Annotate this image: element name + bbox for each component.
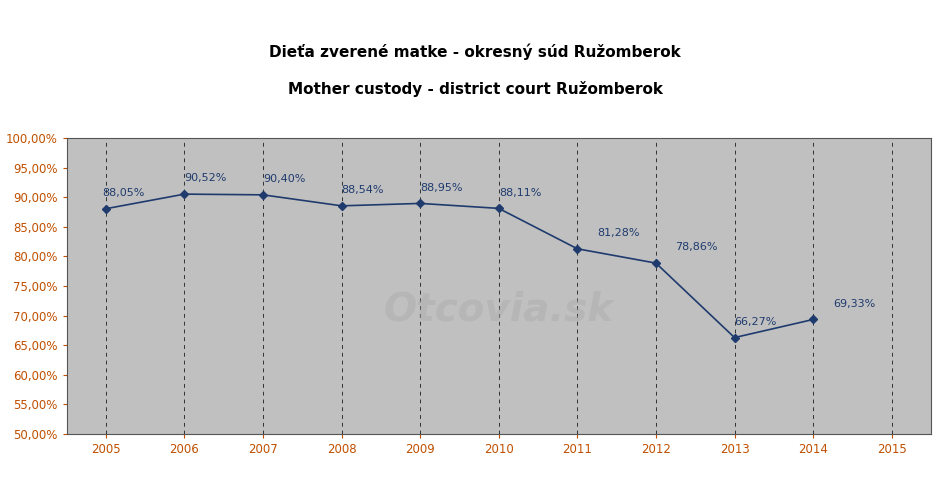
Text: 90,40%: 90,40% [263, 174, 305, 184]
Text: 88,11%: 88,11% [499, 188, 541, 198]
Text: Otcovia.sk: Otcovia.sk [384, 290, 614, 329]
Text: 78,86%: 78,86% [675, 243, 718, 252]
Text: 88,54%: 88,54% [342, 185, 384, 195]
Text: 66,27%: 66,27% [734, 317, 777, 327]
Text: Mother custody - district court Ružomberok: Mother custody - district court Ružomber… [288, 81, 662, 97]
Text: Dieťa zverené matke - okresný súd Ružomberok: Dieťa zverené matke - okresný súd Ružomb… [269, 43, 681, 60]
Text: 90,52%: 90,52% [184, 174, 227, 183]
Text: 69,33%: 69,33% [833, 299, 875, 309]
Text: 88,95%: 88,95% [420, 183, 463, 193]
Text: 81,28%: 81,28% [597, 228, 639, 238]
Text: 88,05%: 88,05% [102, 188, 144, 198]
